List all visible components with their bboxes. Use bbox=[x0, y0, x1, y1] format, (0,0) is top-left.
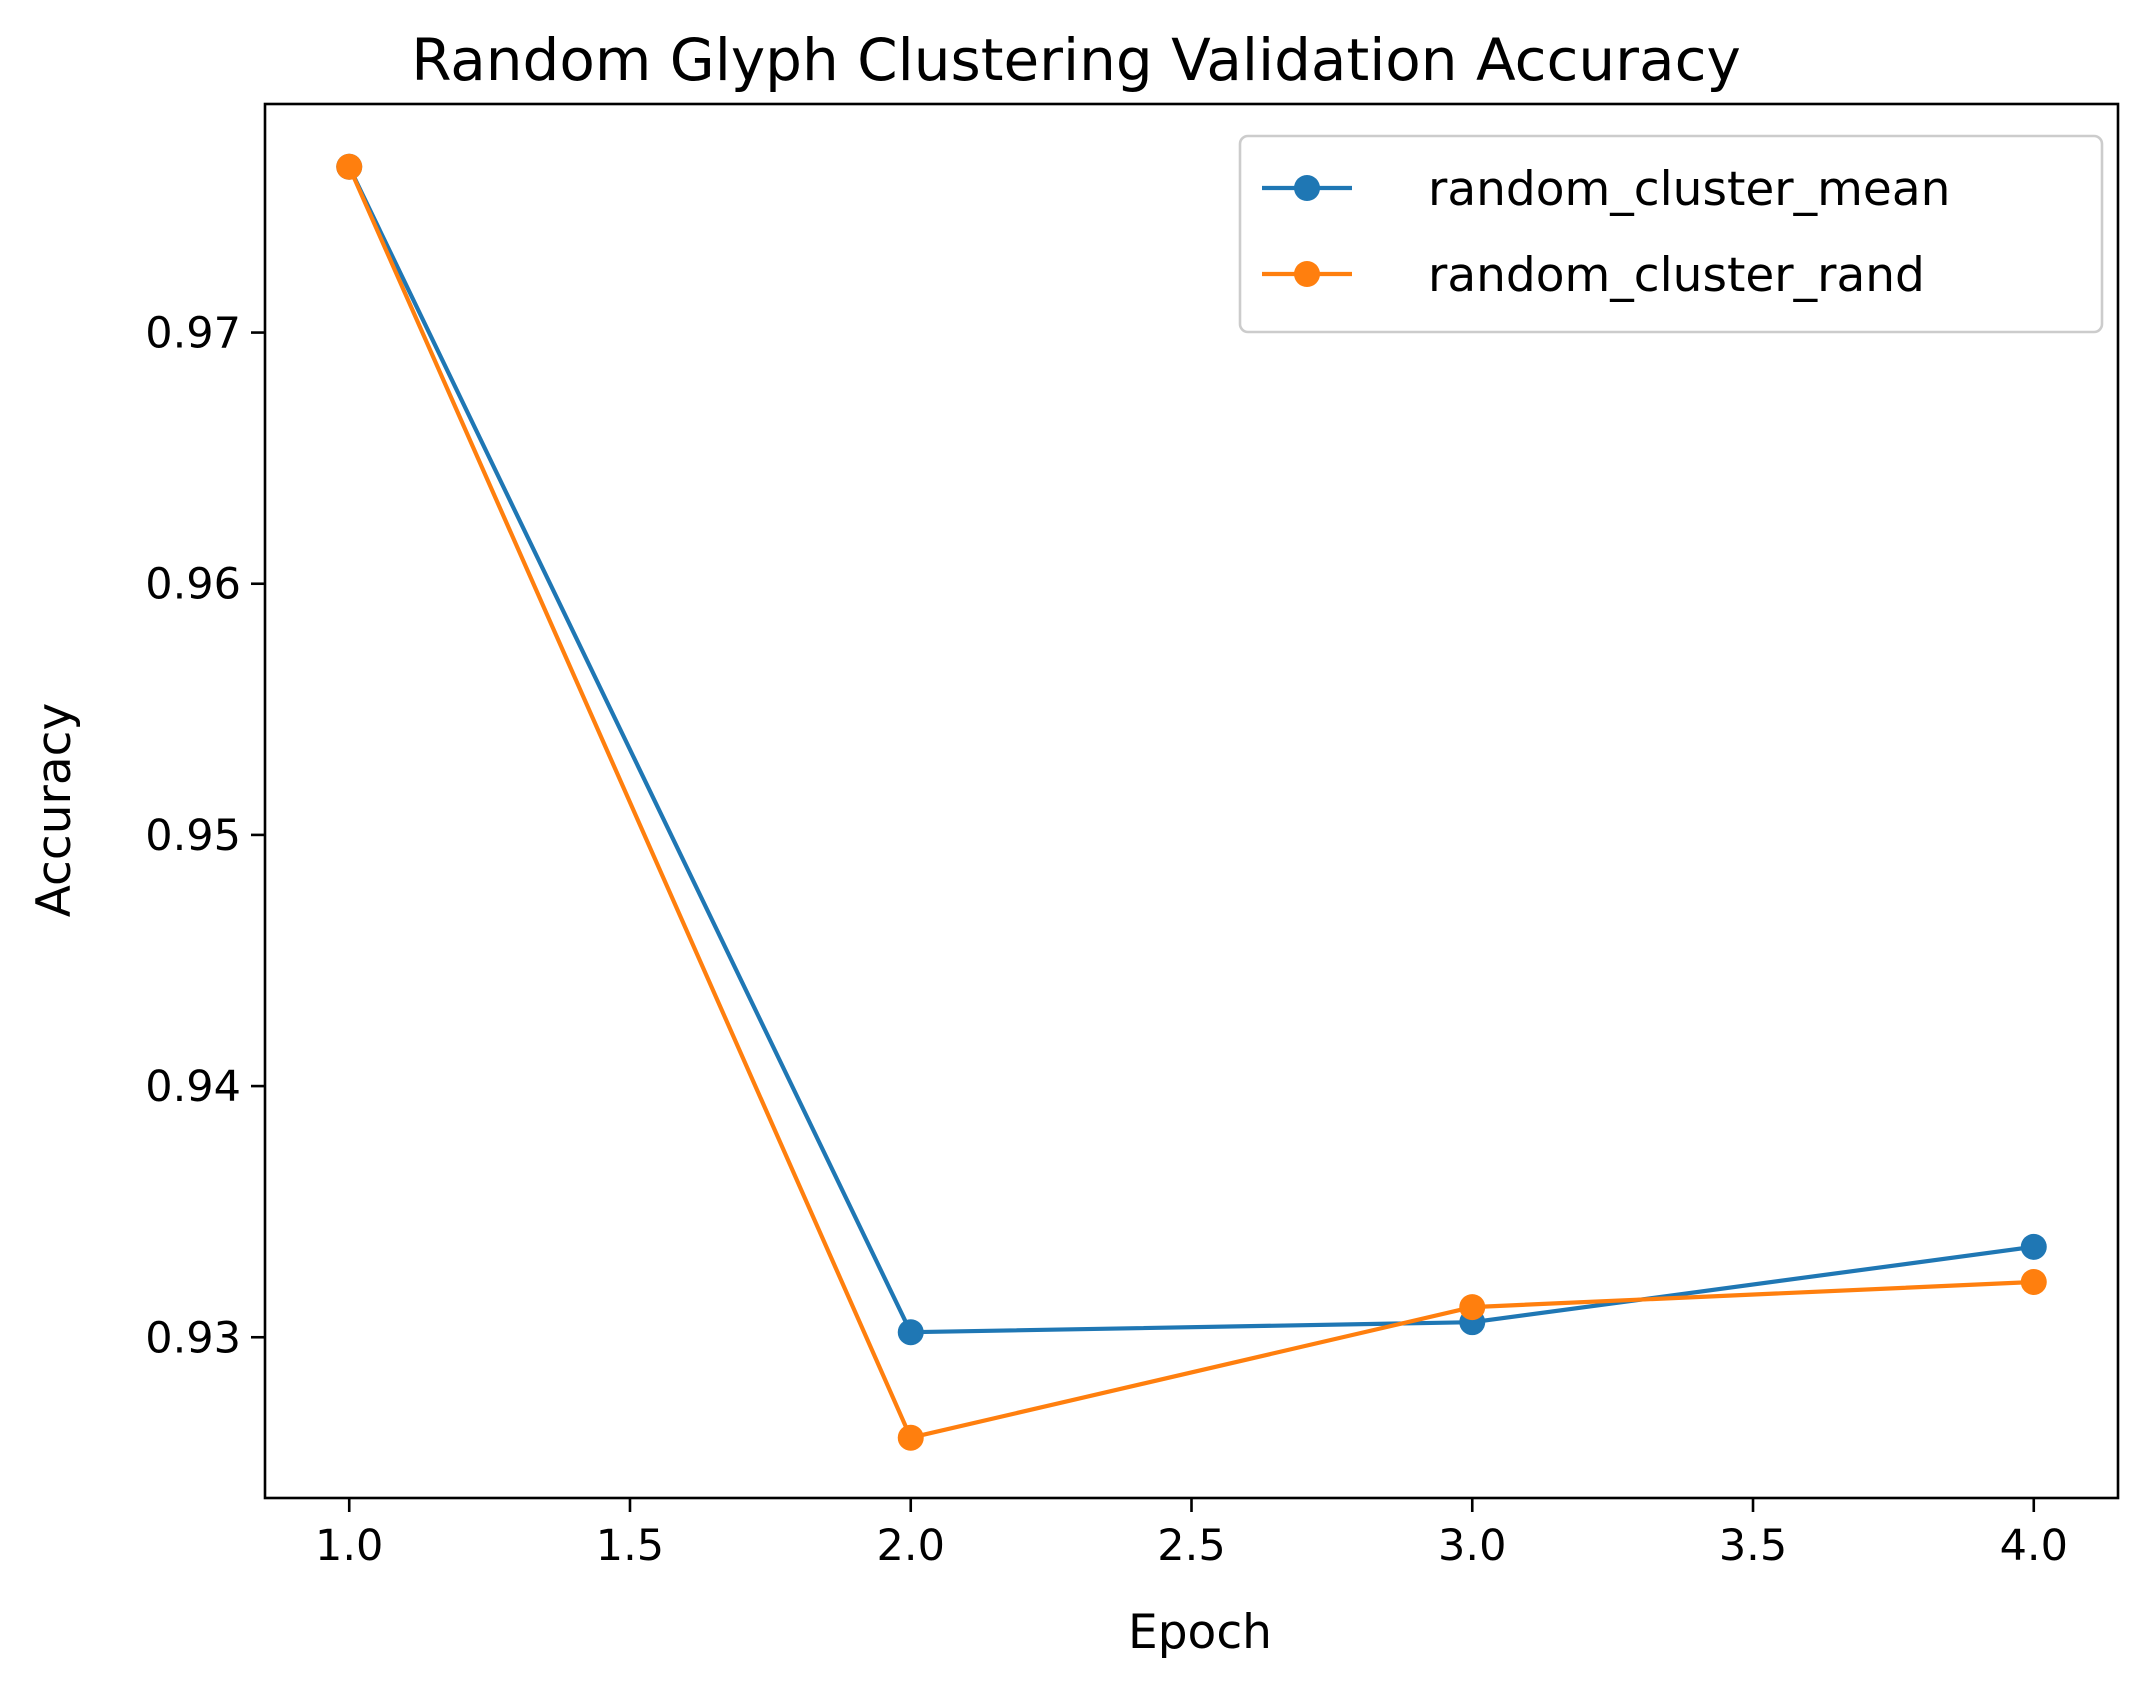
series-line bbox=[347, 165, 2035, 1335]
legend-marker bbox=[1294, 261, 1320, 287]
chart-title: Random Glyph Clustering Validation Accur… bbox=[411, 26, 1741, 94]
x-tick-label: 3.0 bbox=[1438, 1521, 1506, 1571]
series-layer bbox=[336, 153, 2047, 1451]
y-axis-ticks: 0.93 0.94 0.95 0.96 0.97 bbox=[145, 309, 265, 1363]
x-axis-ticks: 1.0 1.5 2.0 2.5 3.0 3.5 4.0 bbox=[315, 1498, 2068, 1571]
legend-label: random_cluster_rand bbox=[1428, 248, 1925, 303]
x-tick-label: 2.5 bbox=[1157, 1521, 1225, 1571]
legend-box bbox=[1238, 134, 2104, 334]
y-axis-label: Accuracy bbox=[27, 703, 82, 918]
x-tick-label: 1.5 bbox=[596, 1521, 664, 1571]
series-line bbox=[347, 165, 2034, 1440]
series-random_cluster_rand bbox=[336, 153, 2047, 1451]
legend-label: random_cluster_mean bbox=[1428, 162, 1950, 217]
data-point bbox=[897, 1319, 924, 1346]
data-point bbox=[336, 153, 363, 180]
x-tick-label: 3.5 bbox=[1719, 1521, 1787, 1571]
data-point bbox=[1459, 1294, 1486, 1321]
data-point bbox=[2020, 1268, 2047, 1295]
y-tick-label: 0.94 bbox=[145, 1062, 241, 1112]
legend-marker bbox=[1294, 175, 1320, 201]
legend: random_cluster_mean random_cluster_rand bbox=[1238, 134, 2104, 334]
y-tick-label: 0.97 bbox=[145, 309, 241, 359]
x-axis-label: Epoch bbox=[1128, 1605, 1272, 1660]
x-tick-label: 1.0 bbox=[315, 1521, 383, 1571]
y-tick-label: 0.96 bbox=[145, 560, 241, 610]
x-tick-label: 4.0 bbox=[2000, 1521, 2068, 1571]
data-point bbox=[897, 1424, 924, 1451]
y-tick-label: 0.93 bbox=[145, 1313, 241, 1363]
y-tick-label: 0.95 bbox=[145, 811, 241, 861]
data-point bbox=[2020, 1233, 2047, 1260]
x-tick-label: 2.0 bbox=[877, 1521, 945, 1571]
